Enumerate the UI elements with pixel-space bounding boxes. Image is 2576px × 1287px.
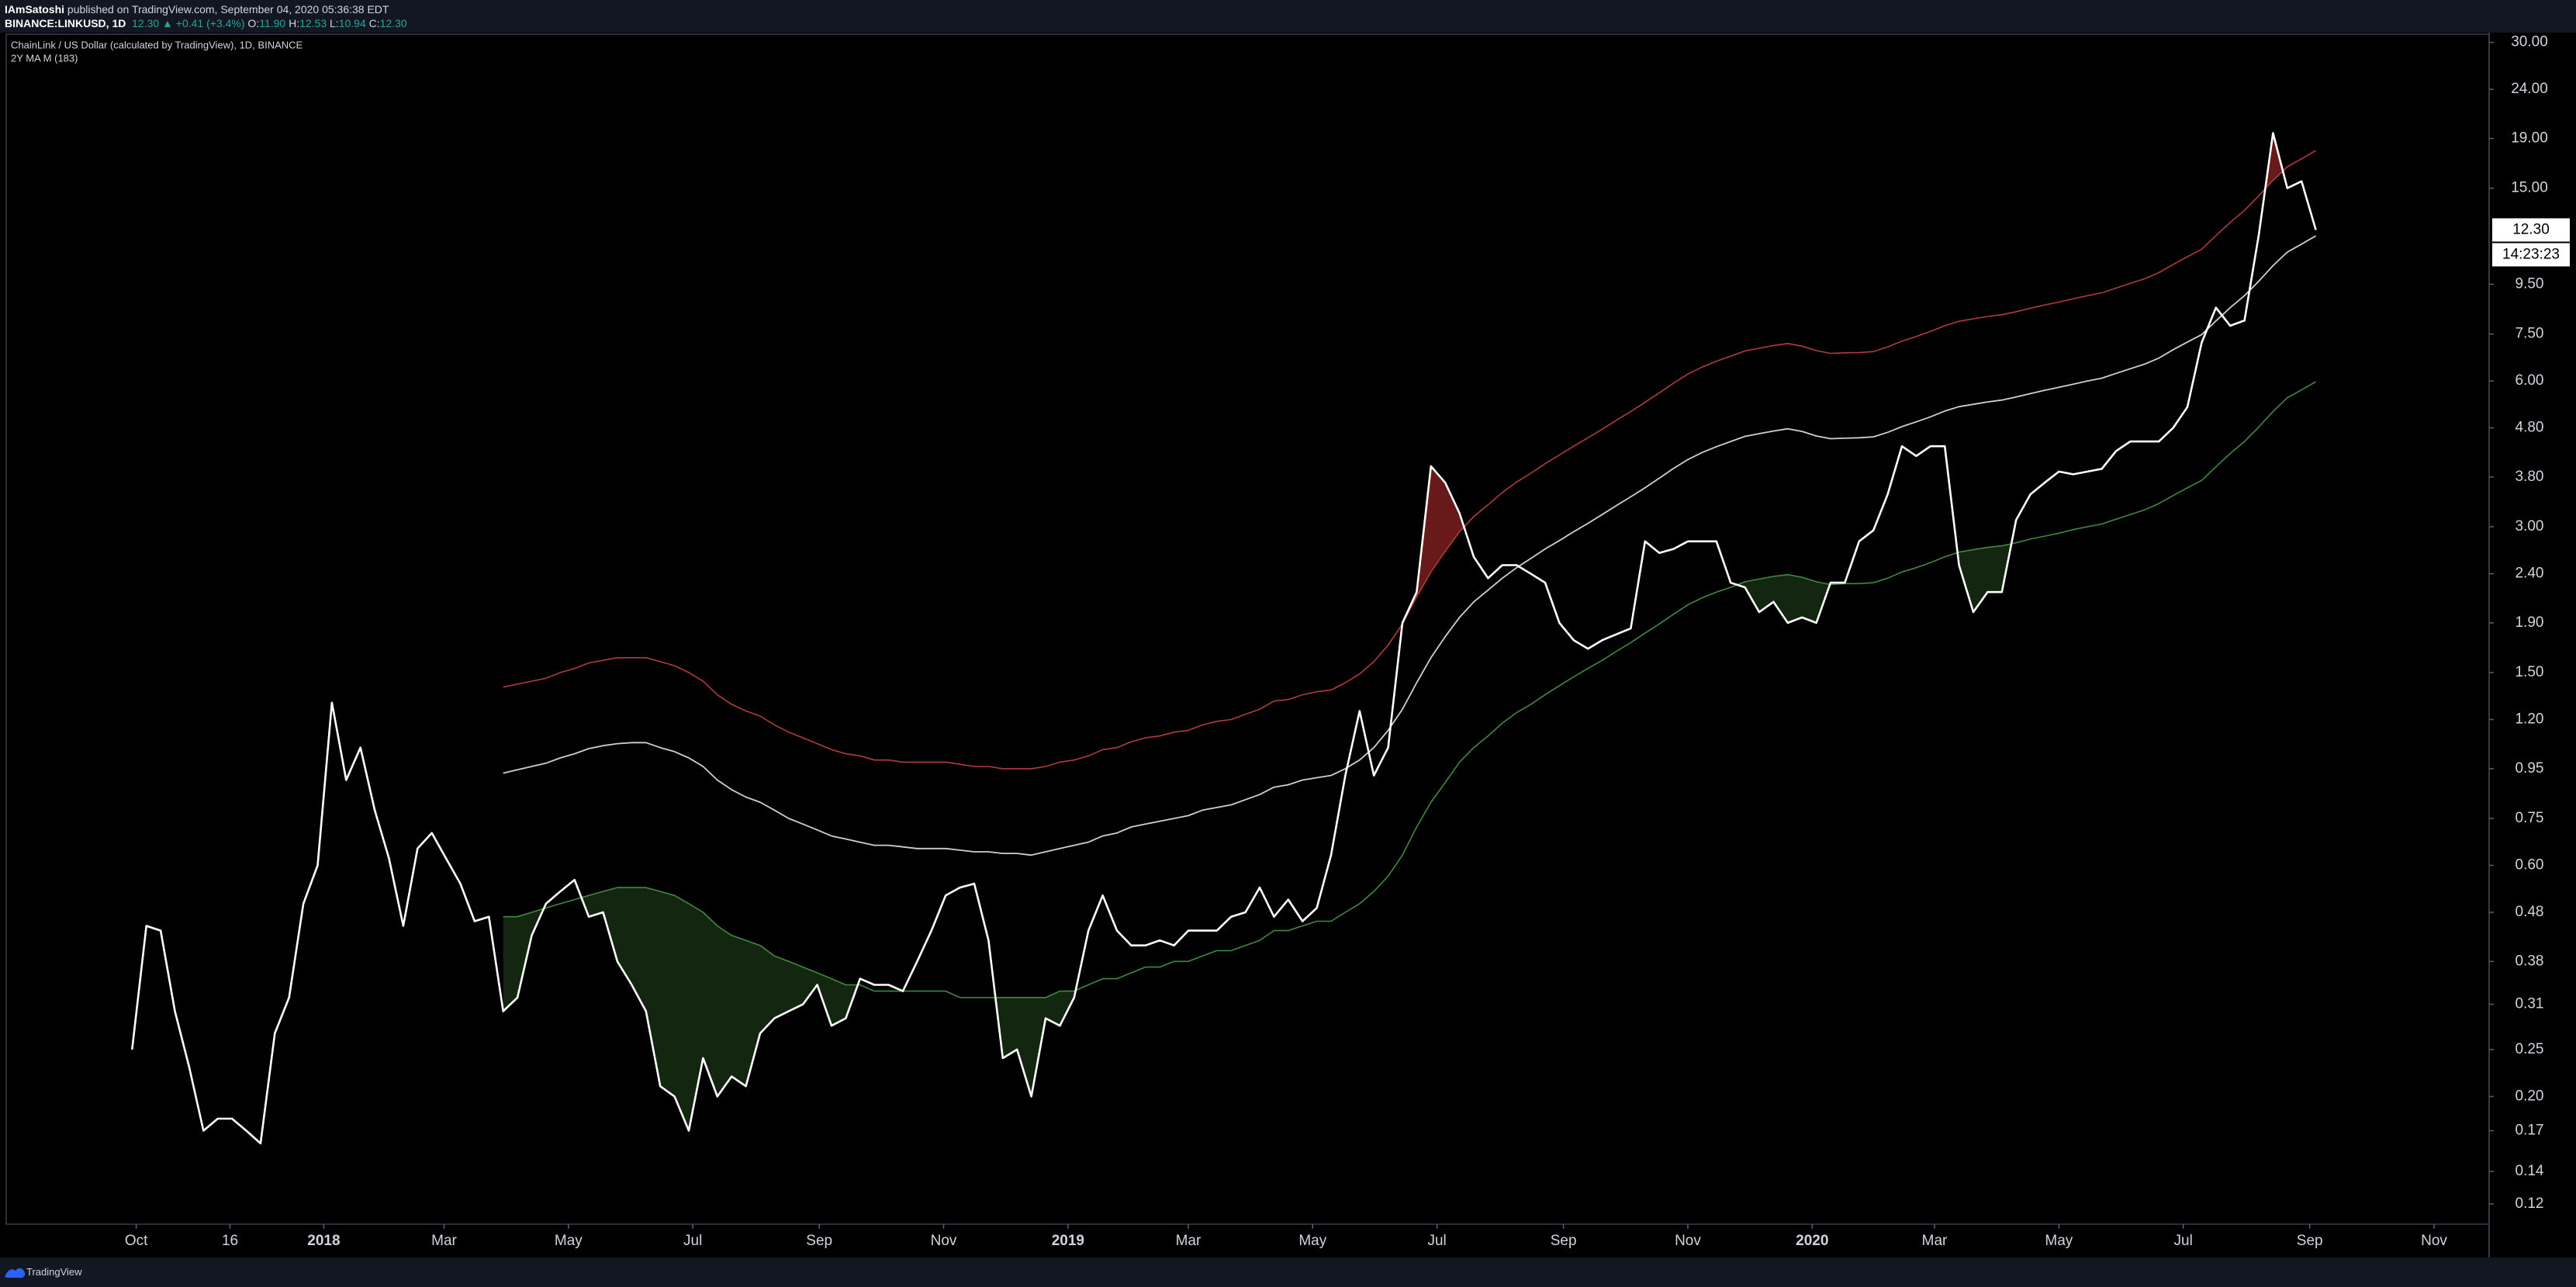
y-tick-label: 4.80 xyxy=(2515,420,2544,436)
brand: TradingView xyxy=(26,1266,82,1278)
last-price-box xyxy=(2492,218,2570,242)
y-tick-label: 0.12 xyxy=(2515,1195,2544,1212)
y-tick-label: 24.00 xyxy=(2511,81,2548,97)
y-tick-label: 0.38 xyxy=(2515,953,2544,969)
y-tick-label: 2.40 xyxy=(2515,566,2544,582)
band-line xyxy=(503,150,2316,770)
countdown: 14:23:23 xyxy=(2502,246,2560,262)
y-tick-label: 1.50 xyxy=(2515,664,2544,680)
x-tick-label: Jul xyxy=(2174,1233,2193,1249)
y-tick-label: 15.00 xyxy=(2511,180,2548,196)
ohlc-key: C: xyxy=(368,17,380,29)
y-tick-label: 0.14 xyxy=(2515,1163,2544,1179)
x-tick-label: Jul xyxy=(1427,1233,1446,1249)
x-tick-label: Mar xyxy=(1176,1233,1202,1249)
x-tick-label: 2018 xyxy=(307,1233,340,1249)
ohlc-key: H: xyxy=(289,17,300,29)
countdown-box xyxy=(2492,243,2570,267)
author: IAmSatoshi xyxy=(5,3,65,16)
change: 12.30 ▲ +0.41 (+3.4%) xyxy=(132,17,245,29)
indicator-label: 2Y MA M (183) xyxy=(11,52,78,64)
chart-title: ChainLink / US Dollar (calculated by Tra… xyxy=(11,39,303,50)
price-line xyxy=(131,132,2317,1145)
y-tick-label: 0.31 xyxy=(2515,996,2544,1012)
x-tick-label: Nov xyxy=(2421,1233,2447,1249)
chart-background xyxy=(0,33,2576,1258)
brand-logo xyxy=(5,1268,26,1278)
x-tick-label: May xyxy=(2045,1233,2073,1249)
x-tick-label: Mar xyxy=(1922,1233,1948,1249)
published: published on TradingView.com, September … xyxy=(67,3,389,16)
x-tick-label: 2019 xyxy=(1052,1233,1084,1249)
y-tick-label: 3.80 xyxy=(2515,469,2544,485)
y-tick-label: 0.25 xyxy=(2515,1041,2544,1057)
y-tick-label: 19.00 xyxy=(2511,130,2548,147)
band-line xyxy=(503,235,2317,856)
x-tick-label: Sep xyxy=(806,1233,832,1249)
header-bar: IAmSatoshi published on TradingView.com,… xyxy=(0,0,2576,33)
publish-line: IAmSatoshi published on TradingView.com,… xyxy=(5,3,389,16)
y-tick-label: 0.60 xyxy=(2515,857,2544,874)
x-tick-label: 16 xyxy=(222,1233,238,1249)
y-tick-label: 6.00 xyxy=(2515,372,2544,389)
y-tick-label: 1.20 xyxy=(2515,711,2544,728)
last-price-label: 12.30 xyxy=(2512,221,2550,237)
x-tick-label: Jul xyxy=(683,1233,702,1249)
y-tick-label: 0.20 xyxy=(2515,1088,2544,1104)
ohlc-value: 12.53 xyxy=(299,17,327,29)
footer-bar: TradingView xyxy=(0,1258,2576,1287)
y-tick-label: 1.90 xyxy=(2515,614,2544,631)
x-tick-label: 2020 xyxy=(1796,1233,1828,1249)
y-tick-label: 0.48 xyxy=(2515,904,2544,920)
ohlc-value: 10.94 xyxy=(338,17,366,29)
x-tick-label: May xyxy=(555,1233,583,1249)
symbol: BINANCE:LINKUSD, 1D xyxy=(5,17,126,29)
symbol-line: BINANCE:LINKUSD, 1D 12.30 ▲ +0.41 (+3.4%… xyxy=(5,17,407,29)
band-line xyxy=(503,381,2316,998)
ohlc-key: O: xyxy=(247,17,260,29)
y-tick-label: 0.95 xyxy=(2515,760,2544,777)
chart: ChainLink / US Dollar (calculated by Tra… xyxy=(0,33,2576,1258)
x-tick-label: Sep xyxy=(2297,1233,2323,1249)
ohlc-value: 11.90 xyxy=(259,17,286,29)
x-tick-label: Nov xyxy=(931,1233,957,1249)
x-tick-label: Oct xyxy=(125,1233,148,1249)
x-tick-label: Nov xyxy=(1675,1233,1701,1249)
ohlc-key: L: xyxy=(330,17,339,29)
y-tick-label: 7.50 xyxy=(2515,326,2544,342)
ohlc-value: 12.30 xyxy=(379,17,407,29)
y-tick-label: 3.00 xyxy=(2515,518,2544,535)
x-tick-label: Mar xyxy=(431,1233,457,1249)
y-tick-label: 0.17 xyxy=(2515,1122,2544,1138)
y-tick-label: 0.75 xyxy=(2515,810,2544,826)
x-tick-label: May xyxy=(1298,1233,1326,1249)
y-tick-label: 9.50 xyxy=(2515,275,2544,292)
y-tick-label: 30.00 xyxy=(2511,34,2548,50)
x-tick-label: Sep xyxy=(1551,1233,1577,1249)
